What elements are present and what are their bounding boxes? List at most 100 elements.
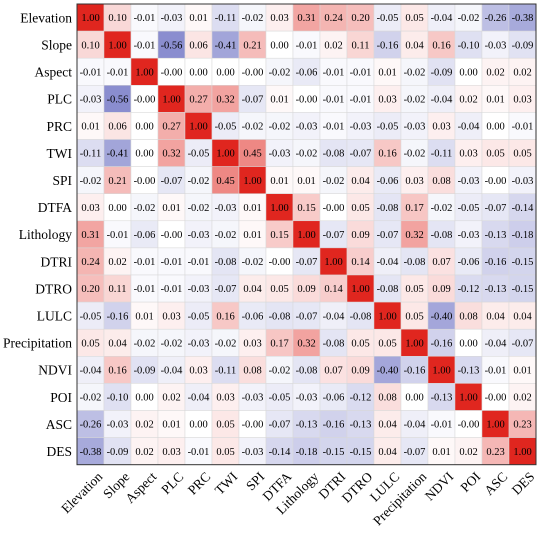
row-tick-label: Slope [41,37,72,52]
cell-value-label: -0.01 [512,122,534,133]
heatmap-cell [454,112,483,140]
heatmap-cell [427,383,456,411]
heatmap-cell [211,437,240,465]
heatmap-cell [292,57,321,86]
cell-value-label: -0.03 [188,230,210,241]
heatmap-cell [454,301,483,330]
row-tick-label: PLC [47,92,72,107]
heatmap-cell [373,30,402,59]
cell-value-label: 0.05 [270,284,288,295]
cell-value-label: 0.02 [324,40,342,51]
cell-value-label: 0.05 [486,149,504,160]
cell-value-label: -0.12 [458,284,480,295]
heatmap-cell [373,437,402,465]
cell-value-label: 0.07 [432,257,450,268]
cell-value-label: -0.38 [512,13,534,24]
cell-value-label: -0.15 [512,284,534,295]
heatmap-cell [427,166,456,194]
cell-value-label: -0.04 [80,365,103,376]
heatmap-cell [130,220,159,249]
cell-value-label: 0.03 [162,447,180,458]
column-tick-label: PLC [158,469,186,497]
cell-value-label: 1.00 [162,94,180,105]
cell-value-label: -0.04 [458,122,481,133]
cell-value-label: -0.03 [296,393,318,404]
cell-value-label: 0.31 [297,13,315,24]
heatmap-cell [481,220,510,249]
cell-value-label: -0.02 [134,203,156,214]
heatmap-cell [508,274,537,303]
cell-value-label: -0.02 [242,257,264,268]
cell-value-label: 0.27 [162,122,180,133]
heatmap-cell [481,328,510,357]
heatmap-cell [427,356,456,384]
cell-value-label: 0.07 [324,365,342,376]
cell-value-label: 0.45 [216,176,234,187]
heatmap-cell [238,328,267,357]
cell-value-label: 0.08 [459,311,477,322]
cell-value-label: 1.00 [243,176,261,187]
heatmap-cell [427,57,456,86]
cell-value-label: -0.03 [404,122,426,133]
heatmap-cell [157,328,186,357]
cell-value-label: -0.08 [323,149,345,160]
heatmap-cell [373,301,402,330]
heatmap-cell [184,112,213,140]
cell-value-label: -0.00 [458,420,480,431]
cell-value-label: 0.08 [378,393,396,404]
heatmap-cell [157,30,186,59]
cell-value-label: -0.02 [161,338,183,349]
row-tick-label: NDVI [38,363,72,378]
heatmap-cell [265,356,294,384]
cell-value-label: -0.03 [296,122,318,133]
cell-value-label: 0.01 [297,176,315,187]
cell-value-label: -0.26 [80,420,102,431]
row-tick-label: Aspect [35,65,73,80]
heatmap-cell [481,437,510,465]
heatmap-cell [319,247,348,276]
cell-value-label: -0.03 [107,420,129,431]
cell-value-label: 0.09 [351,230,369,241]
heatmap-cell [130,193,159,222]
heatmap-cell [76,383,105,411]
heatmap-cell [400,383,429,411]
cell-value-label: 1.00 [459,393,477,404]
heatmap-cell [319,410,348,438]
cell-value-label: 0.06 [189,40,207,51]
heatmap-cell [103,328,132,357]
cell-value-label: -0.05 [188,311,210,322]
heatmap-cell [481,85,510,113]
cell-value-label: -0.03 [80,94,102,105]
row-tick-label: LULC [37,308,72,323]
cell-value-label: 0.27 [189,94,207,105]
heatmap-cell [319,328,348,357]
cell-value-label: -0.14 [512,203,535,214]
cell-value-label: 0.01 [378,67,396,78]
cell-value-label: 0.00 [189,67,207,78]
heatmap-cell [292,301,321,330]
cell-value-label: -0.03 [242,393,264,404]
cell-value-label: 0.16 [432,40,450,51]
cell-value-label: 0.00 [189,420,207,431]
cell-value-label: 0.05 [405,311,423,322]
cell-value-label: 0.16 [378,149,396,160]
cell-value-label: 0.11 [352,40,370,51]
cell-value-label: -0.03 [350,122,372,133]
cell-value-label: -0.02 [458,13,480,24]
heatmap-cell [400,193,429,222]
heatmap-cell [103,166,132,194]
cell-value-label: -0.06 [296,67,318,78]
heatmap-cell [103,220,132,249]
cell-value-label: -0.02 [188,176,210,187]
cell-value-label: -0.02 [269,365,291,376]
cell-value-label: -0.07 [269,420,291,431]
heatmap-cell [400,328,429,357]
heatmap-cell [319,166,348,194]
heatmap-cell [103,57,132,86]
cell-value-label: -0.02 [242,122,264,133]
cell-value-label: -0.02 [296,149,318,160]
heatmap-cell [454,139,483,167]
cell-value-label: 0.00 [216,67,234,78]
cell-value-label: -0.06 [242,311,264,322]
